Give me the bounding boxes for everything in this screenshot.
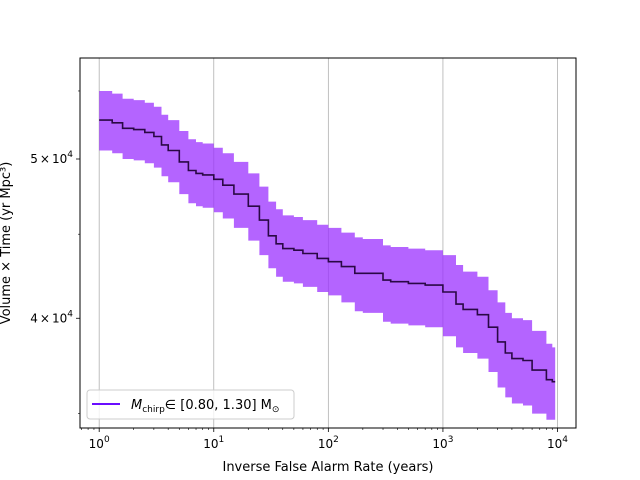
x-axis-label: Inverse False Alarm Rate (years) — [222, 460, 433, 475]
x-axis-ticks: 100 101 102 103 104 — [81, 428, 568, 451]
legend: Mchirp∈ [0.80, 1.30] M⊙ — [86, 389, 295, 420]
legend-label: Mchirp∈ [0.80, 1.30] M⊙ — [131, 398, 279, 415]
legend-subscript: chirp — [142, 405, 165, 415]
legend-suffix: ⊙ — [272, 405, 280, 415]
confidence-band — [99, 91, 556, 420]
y-tick-label: 5 × 104 — [30, 150, 73, 166]
x-tick-label: 101 — [203, 435, 224, 451]
x-tick-label: 103 — [432, 435, 453, 451]
legend-range: ∈ [0.80, 1.30] M — [165, 398, 272, 413]
y-axis-label: Volume × Time (yr Mpc³) — [0, 162, 14, 325]
legend-symbol: M — [131, 398, 142, 413]
legend-box — [86, 389, 295, 420]
y-axis-ticks: 4 × 104 5 × 104 — [30, 90, 80, 414]
x-tick-label: 104 — [547, 435, 568, 451]
median-line — [99, 119, 556, 383]
x-tick-label: 100 — [89, 435, 110, 451]
y-tick-label: 4 × 104 — [30, 309, 73, 325]
x-tick-label: 102 — [318, 435, 339, 451]
